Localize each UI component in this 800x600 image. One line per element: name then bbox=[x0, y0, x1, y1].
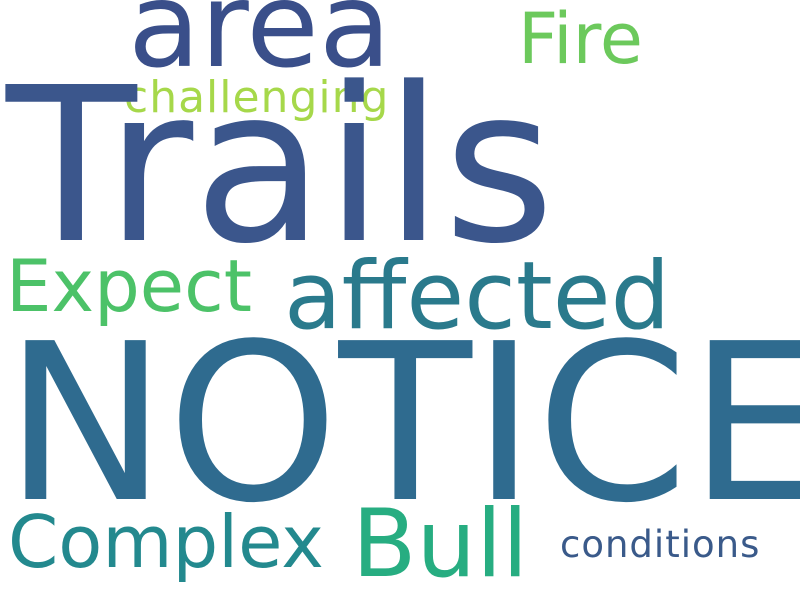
word-area: area bbox=[128, 0, 392, 94]
word-bull: Bull bbox=[352, 490, 529, 599]
word-challenging: challenging bbox=[124, 72, 390, 123]
word-notice: NOTICE bbox=[4, 298, 800, 551]
word-affected: affected bbox=[284, 242, 671, 351]
word-conditions: conditions bbox=[560, 523, 761, 566]
word-trails: Trails bbox=[6, 42, 555, 291]
word-expect: Expect bbox=[6, 244, 252, 328]
word-complex: Complex bbox=[8, 500, 324, 584]
word-fire: Fire bbox=[518, 0, 643, 80]
